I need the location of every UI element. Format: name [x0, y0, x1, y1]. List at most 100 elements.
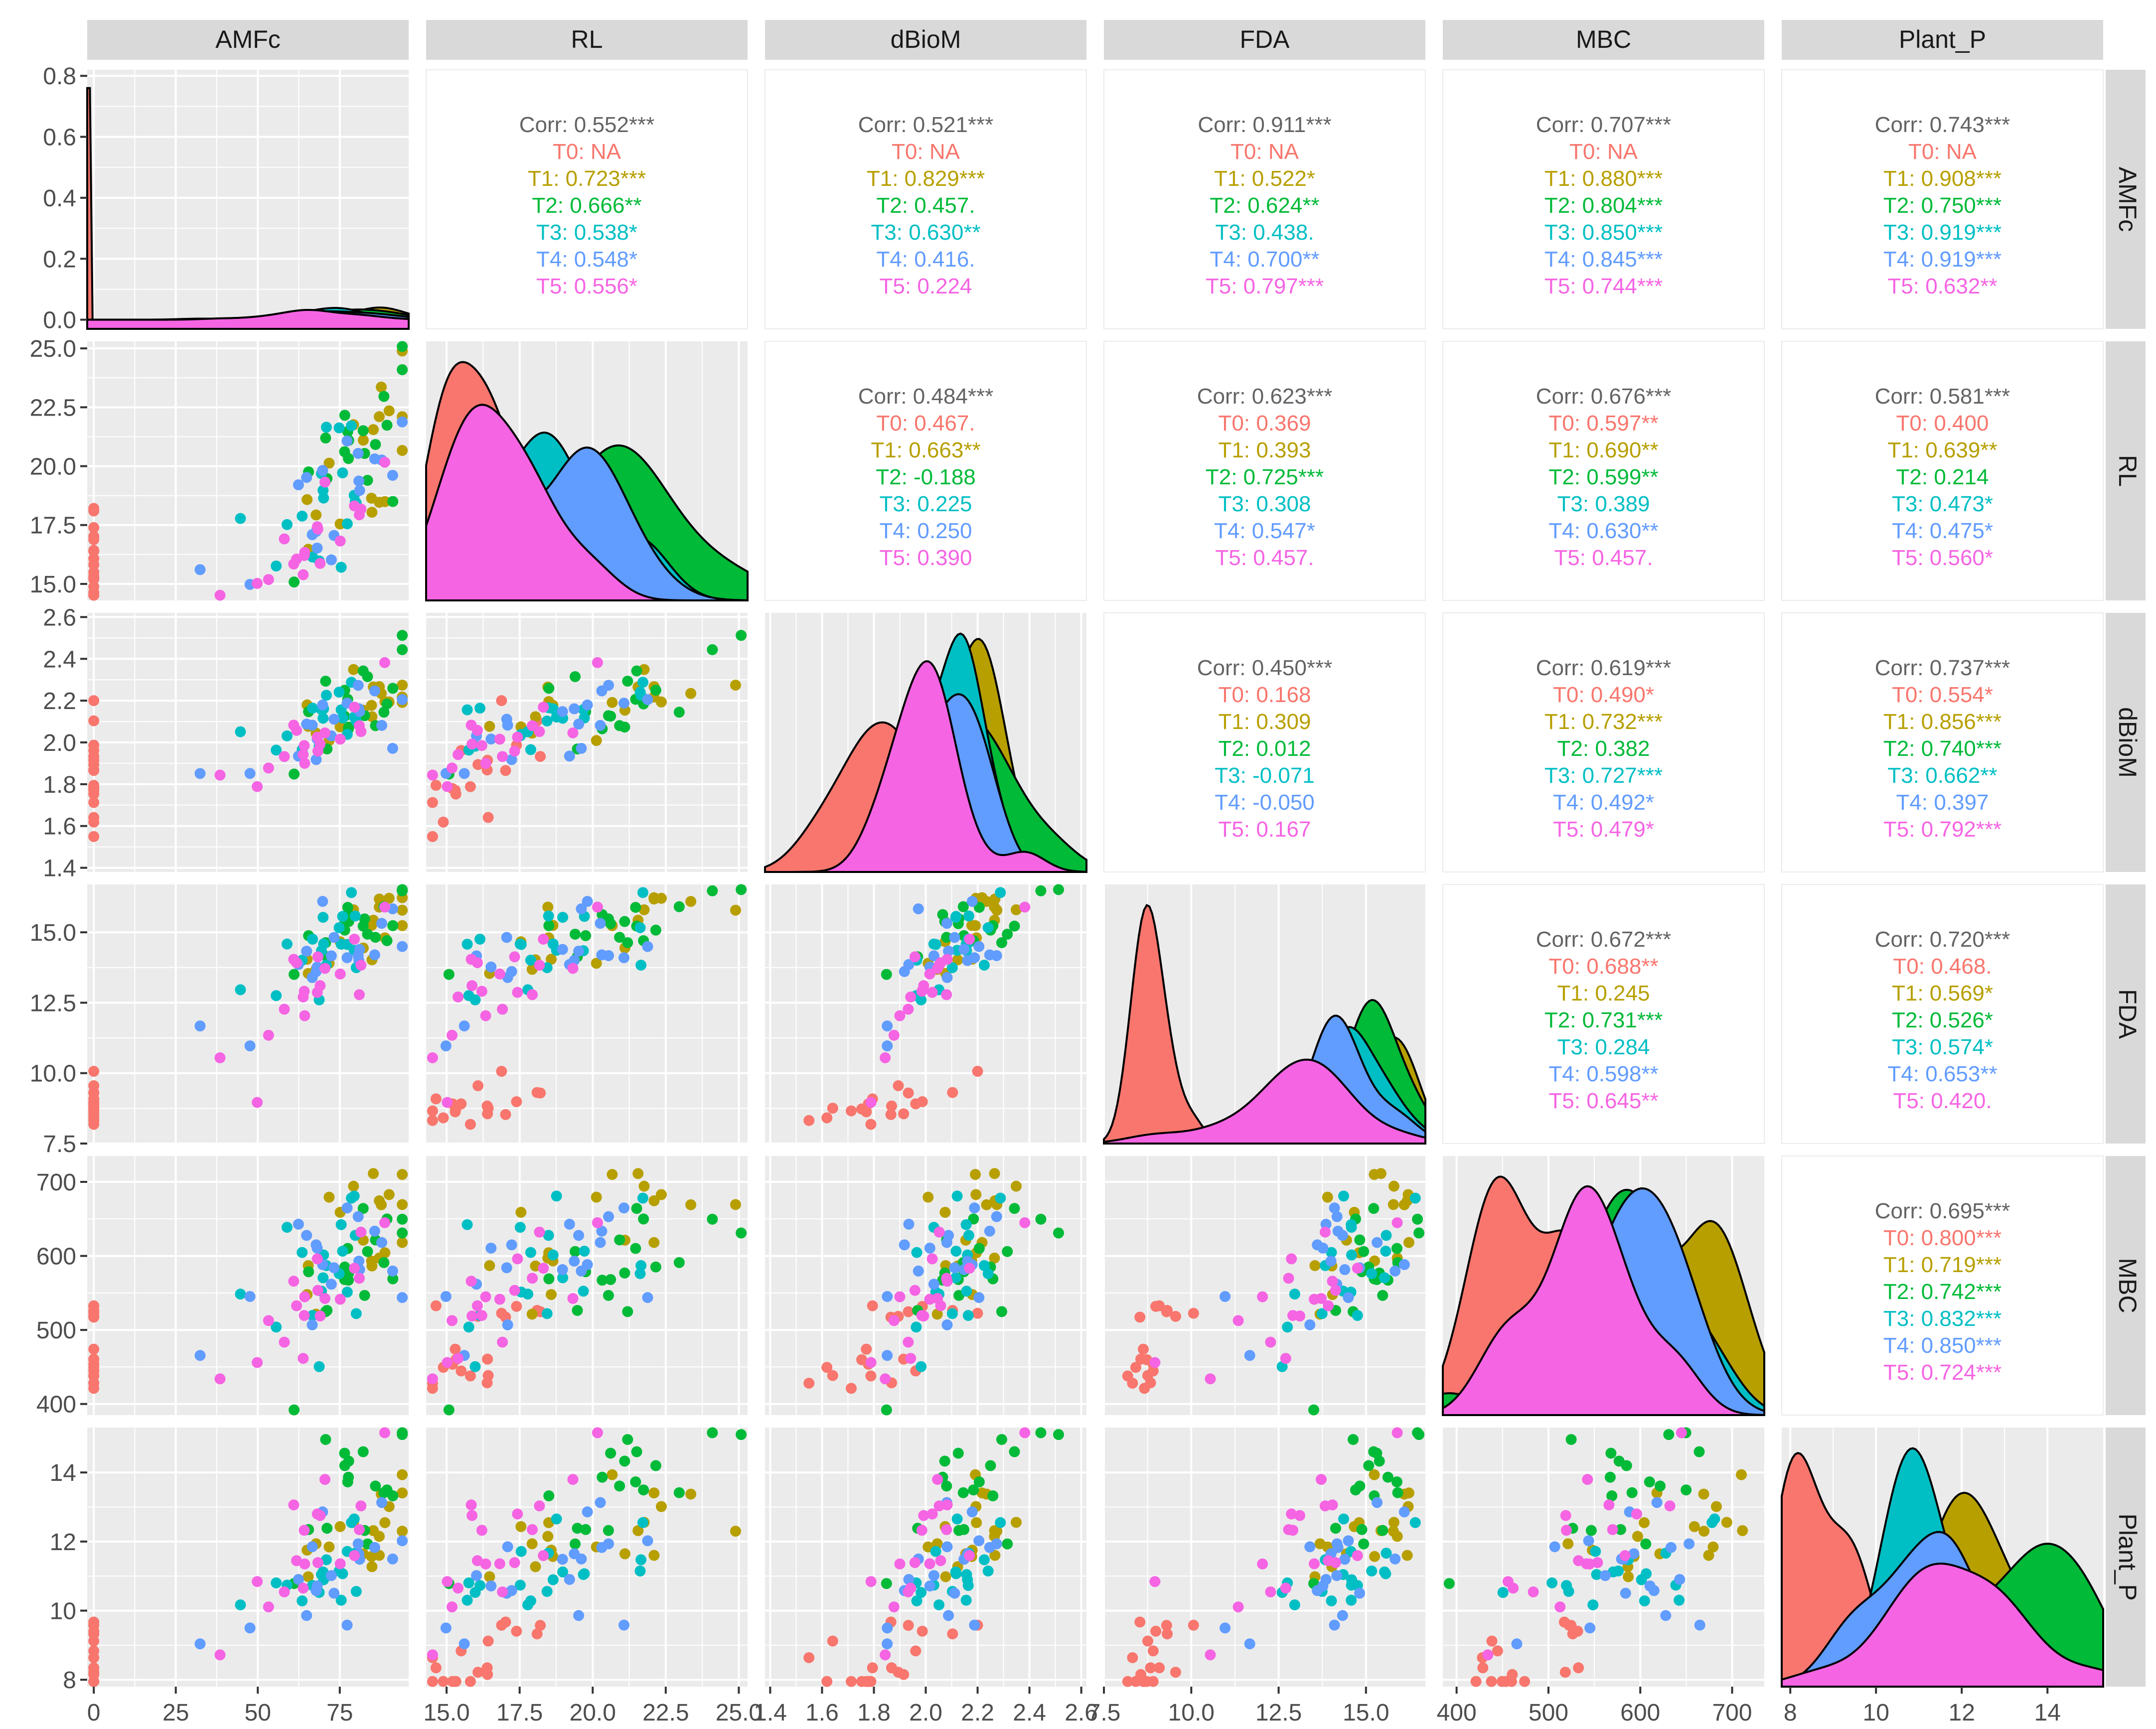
- point-T1: [607, 1469, 618, 1480]
- point-T0: [482, 1108, 493, 1120]
- x-tick-label: 20.0: [570, 1700, 616, 1726]
- correlation-T4: T4: 0.397: [1896, 790, 1989, 815]
- density-curves: [764, 632, 1087, 873]
- point-T1: [397, 1169, 408, 1180]
- correlation-T0: T0: NA: [553, 140, 621, 164]
- point-T2: [707, 644, 718, 655]
- correlation-T5: T5: 0.556*: [536, 274, 637, 298]
- point-T4: [485, 1580, 497, 1591]
- point-T1: [310, 509, 322, 521]
- point-T3: [961, 1286, 972, 1297]
- correlation-T1: T1: 0.880***: [1544, 166, 1663, 191]
- point-T4: [1331, 1570, 1343, 1582]
- point-T0: [1572, 1625, 1583, 1637]
- point-T3: [1590, 1546, 1601, 1557]
- point-T3: [1276, 1361, 1288, 1372]
- correlation-panel: [1442, 612, 1765, 872]
- point-T3: [317, 1272, 329, 1284]
- point-T3: [348, 1513, 360, 1525]
- point-T4: [949, 1262, 960, 1274]
- point-T4: [903, 1574, 915, 1585]
- point-T2: [1412, 1427, 1423, 1439]
- point-T3: [1380, 1246, 1391, 1257]
- point-T3: [547, 703, 559, 715]
- correlation-T5: T5: 0.797***: [1206, 274, 1324, 298]
- point-T1: [542, 1531, 554, 1542]
- y-tick-label: 25.0: [30, 336, 76, 362]
- point-T3: [637, 677, 648, 688]
- point-T1: [970, 1189, 982, 1200]
- point-T5: [442, 1576, 453, 1587]
- point-T1: [1010, 904, 1022, 915]
- point-T5: [299, 757, 310, 769]
- point-T5: [1664, 1500, 1676, 1512]
- point-T0: [1122, 1676, 1133, 1687]
- point-T3: [337, 712, 348, 723]
- point-T3: [1366, 1565, 1378, 1577]
- point-T2: [572, 1304, 583, 1316]
- point-T2: [968, 1484, 979, 1496]
- point-T3: [1366, 1268, 1378, 1280]
- x-tick-label: 7.5: [1087, 1700, 1121, 1726]
- point-T0: [88, 695, 100, 707]
- point-T0: [482, 1353, 493, 1365]
- point-T5: [1309, 1558, 1320, 1570]
- point-T5: [926, 1253, 938, 1265]
- point-T1: [1403, 1487, 1414, 1499]
- point-T3: [317, 713, 329, 724]
- point-T4: [573, 1230, 585, 1241]
- point-T3: [335, 1594, 347, 1606]
- point-T5: [1607, 1524, 1618, 1535]
- point-T3: [335, 1219, 347, 1230]
- point-T3: [963, 1230, 974, 1241]
- y-tick-label: 2.0: [43, 730, 76, 756]
- point-T5: [298, 749, 309, 760]
- scatter-points: [803, 1427, 1064, 1687]
- x-tick-label: 17.5: [496, 1700, 543, 1726]
- point-T2: [953, 1525, 965, 1536]
- point-T2: [387, 1490, 399, 1502]
- point-T1: [368, 1168, 379, 1179]
- correlation-T1: T1: 0.309: [1219, 710, 1311, 734]
- x-tick-label: 2.2: [961, 1700, 994, 1726]
- point-T5: [592, 901, 603, 913]
- point-T5: [1316, 1474, 1327, 1485]
- point-T3: [462, 938, 473, 950]
- point-T3: [982, 922, 994, 933]
- point-T2: [1002, 928, 1013, 940]
- point-T5: [494, 1558, 505, 1570]
- point-T3: [317, 912, 329, 923]
- point-T5: [263, 1315, 274, 1326]
- point-T5: [263, 574, 274, 585]
- point-T2: [597, 1471, 608, 1483]
- x-tick-label: 8: [1784, 1700, 1797, 1726]
- point-T4: [1620, 1587, 1631, 1599]
- point-T3: [469, 1587, 481, 1598]
- point-T4: [397, 694, 408, 705]
- point-T3: [1346, 1574, 1357, 1585]
- correlation-panel: [765, 69, 1087, 329]
- point-T1: [366, 507, 378, 518]
- point-T0: [1170, 1667, 1181, 1678]
- point-T1: [383, 892, 395, 904]
- point-T4: [618, 1619, 629, 1631]
- point-T5: [379, 657, 390, 668]
- correlation-T5: T5: 0.744***: [1544, 274, 1663, 298]
- correlation-panel: [765, 341, 1087, 601]
- point-T2: [1694, 1446, 1705, 1457]
- point-T5: [453, 991, 464, 1003]
- point-T4: [943, 945, 954, 957]
- point-T4: [317, 896, 328, 907]
- point-T3: [1497, 1587, 1509, 1598]
- point-T2: [1644, 1476, 1655, 1488]
- point-T2: [1585, 1525, 1597, 1536]
- point-T4: [949, 1587, 960, 1599]
- point-T1: [323, 457, 335, 469]
- point-T0: [1147, 1645, 1159, 1657]
- point-T0: [885, 1109, 897, 1120]
- point-T1: [374, 411, 385, 423]
- point-T4: [569, 703, 580, 715]
- point-T1: [632, 1168, 644, 1179]
- point-T5: [1482, 1649, 1494, 1661]
- point-T4: [941, 1319, 953, 1330]
